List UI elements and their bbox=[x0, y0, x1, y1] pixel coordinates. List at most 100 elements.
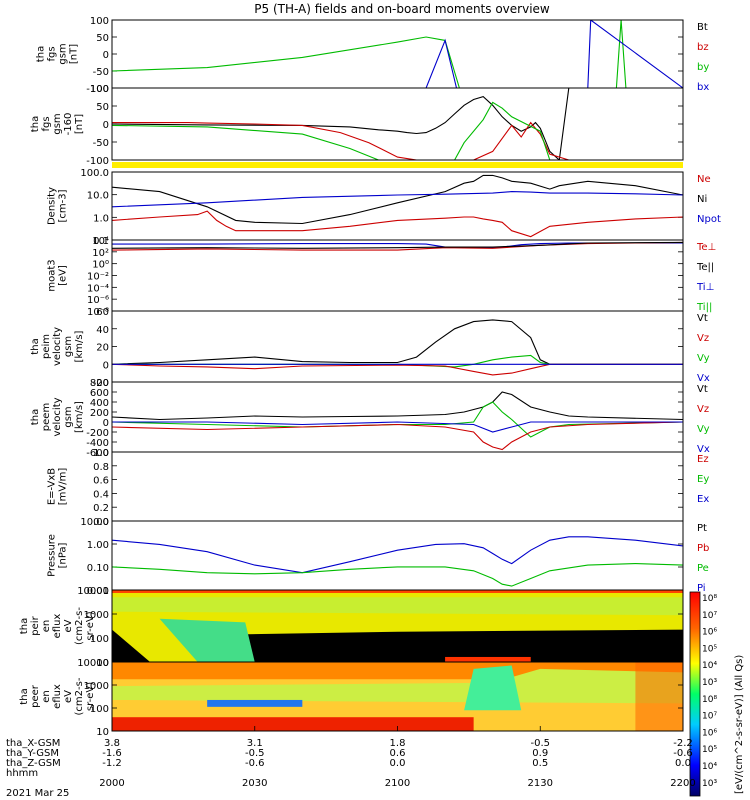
ephemeris-value: -1.2 bbox=[102, 758, 122, 769]
panel-5: 60 40 20 0 -20 tha peim velocity gsm [km/s] Vt Vz Vy… bbox=[30, 307, 710, 389]
colorbar: 10⁸ 10⁷ 10⁶ 10⁵ 10⁴ 10³ 10⁸ 10⁷ 10⁶ 10⁵ 10⁴ 10³ [eV… bbox=[689, 591, 745, 797]
y-tick-label: 10⁻⁶ bbox=[87, 295, 109, 306]
y-axis-label: [eV] bbox=[58, 265, 69, 286]
legend-Pe: Pe bbox=[697, 563, 709, 574]
y-tick-label: 800 bbox=[90, 378, 109, 389]
legend-Pi: Pi bbox=[697, 583, 706, 594]
legend-Pb: Pb bbox=[697, 543, 709, 554]
series-Vy bbox=[112, 401, 683, 438]
series-Npot bbox=[112, 191, 683, 208]
y-tick-label: 1.0 bbox=[93, 448, 109, 459]
time-tick-label: 2200 bbox=[670, 778, 695, 789]
y-tick-label: 0 bbox=[103, 418, 109, 429]
y-tick-label: 10.00 bbox=[80, 517, 109, 528]
panel-frame bbox=[111, 87, 684, 161]
spec-top-edge bbox=[112, 590, 683, 593]
colorbar-tick-label: 10³ bbox=[702, 678, 717, 688]
y-axis-label: Density bbox=[47, 187, 58, 225]
ephemeris-value: 0.0 bbox=[390, 758, 406, 769]
y-tick-label: 10000 bbox=[77, 658, 109, 669]
ephemeris-label: tha_Z-GSM bbox=[6, 758, 61, 769]
y-axis-label: [cm-3] bbox=[58, 189, 69, 222]
y-tick-label: 60 bbox=[96, 307, 109, 318]
y-tick-label: -100 bbox=[86, 156, 109, 167]
panel-3: 100.0 10.0 1.0 0.1 Density [cm-3] Ne Ni Npot bbox=[47, 168, 721, 247]
ephemeris-value: 0.6 bbox=[390, 748, 406, 759]
panel-frame bbox=[111, 19, 684, 89]
y-axis-label: tha bbox=[36, 46, 47, 62]
y-tick-label: 10⁴ bbox=[92, 236, 109, 247]
series-Vt bbox=[112, 391, 683, 421]
y-tick-label: -200 bbox=[86, 428, 109, 439]
legend-Vy: Vy bbox=[697, 424, 710, 435]
spec-blue-stripe bbox=[207, 699, 303, 707]
colorbar-label: [eV/(cm^2-s-sr-eV)] (All Qs) bbox=[734, 655, 745, 794]
legend-Ne: Ne bbox=[697, 174, 711, 185]
y-axis-label: sr-eV) bbox=[85, 611, 96, 640]
colorbar-tick-label: 10⁸ bbox=[702, 695, 717, 705]
y-axis-label: tha bbox=[30, 116, 41, 132]
panel-1: 100 50 0 -50 -100 tha fgs gsm [nT] Bt bz by bx bbox=[36, 16, 710, 95]
series-group bbox=[112, 391, 683, 451]
y-axis-label: E=-VxB bbox=[47, 468, 58, 505]
y-axis-label: tha bbox=[30, 338, 41, 354]
series-Vt bbox=[112, 319, 683, 365]
series-group bbox=[112, 319, 683, 376]
y-tick-label: 10⁰ bbox=[92, 260, 109, 271]
panel-frame bbox=[111, 310, 684, 383]
colorbar-tick-label: 10⁸ bbox=[702, 594, 717, 604]
ephemeris-value: -1.6 bbox=[102, 748, 122, 759]
ephemeris-value: -0.5 bbox=[530, 738, 550, 749]
y-tick-label: 600 bbox=[90, 388, 109, 399]
ephemeris-value: 0.9 bbox=[532, 748, 548, 759]
y-axis-label: en bbox=[41, 620, 52, 633]
colorbar-tick-label: 10⁴ bbox=[702, 762, 717, 772]
legend-Ni: Ni bbox=[697, 194, 707, 205]
y-tick-label: 0 bbox=[103, 50, 109, 61]
y-tick-label: 10.0 bbox=[87, 191, 109, 202]
legend-Vz: Vz bbox=[697, 333, 709, 344]
y-axis-label: velocity bbox=[52, 397, 63, 436]
y-tick-label: 100 bbox=[90, 16, 109, 27]
spectrogram-peir bbox=[112, 590, 683, 662]
ephemeris-value: -0.6 bbox=[245, 758, 265, 769]
time-tick-label: 2000 bbox=[99, 778, 124, 789]
series-by bbox=[112, 101, 683, 160]
y-axis-label: velocity bbox=[52, 327, 63, 366]
y-axis-label: tha bbox=[30, 409, 41, 425]
colorbar-tick-label: 10⁷ bbox=[702, 611, 717, 621]
y-axis-label: -160 bbox=[63, 113, 74, 136]
ephemeris-value: 3.8 bbox=[104, 738, 120, 749]
y-tick-label: 0.01 bbox=[87, 586, 109, 597]
y-axis-label: tha bbox=[19, 618, 30, 634]
spec-right-orange bbox=[635, 662, 683, 731]
y-tick-label: -400 bbox=[86, 438, 109, 449]
y-axis-label: gsm bbox=[58, 43, 69, 64]
legend-Te⊥: Te⊥ bbox=[696, 242, 716, 253]
y-tick-label: 0.0 bbox=[93, 517, 109, 528]
legend-by: by bbox=[697, 62, 709, 73]
ephemeris-label: tha_X-GSM bbox=[6, 738, 60, 749]
y-tick-label: 400 bbox=[90, 398, 109, 409]
y-tick-label: 100.0 bbox=[80, 168, 109, 179]
y-axis-label: peer bbox=[30, 684, 41, 708]
y-tick-label: 200 bbox=[90, 408, 109, 419]
y-tick-label: -50 bbox=[93, 67, 109, 78]
time-tick-label: 2100 bbox=[385, 778, 410, 789]
y-tick-label: 10⁻⁴ bbox=[87, 283, 109, 294]
legend-Vt: Vt bbox=[697, 384, 708, 395]
y-axis-label: gsm bbox=[63, 336, 74, 357]
status-strip bbox=[112, 162, 683, 168]
y-axis-label: [nPa] bbox=[58, 542, 69, 568]
y-tick-label: 0.4 bbox=[93, 489, 109, 500]
y-tick-label: 100 bbox=[90, 704, 109, 715]
date-label: 2021 Mar 25 bbox=[6, 788, 69, 799]
y-axis-label: (cm2-s- bbox=[74, 677, 85, 715]
series-group bbox=[112, 536, 683, 587]
series-group bbox=[112, 20, 683, 88]
ephemeris-label: tha_Y-GSM bbox=[6, 748, 59, 759]
